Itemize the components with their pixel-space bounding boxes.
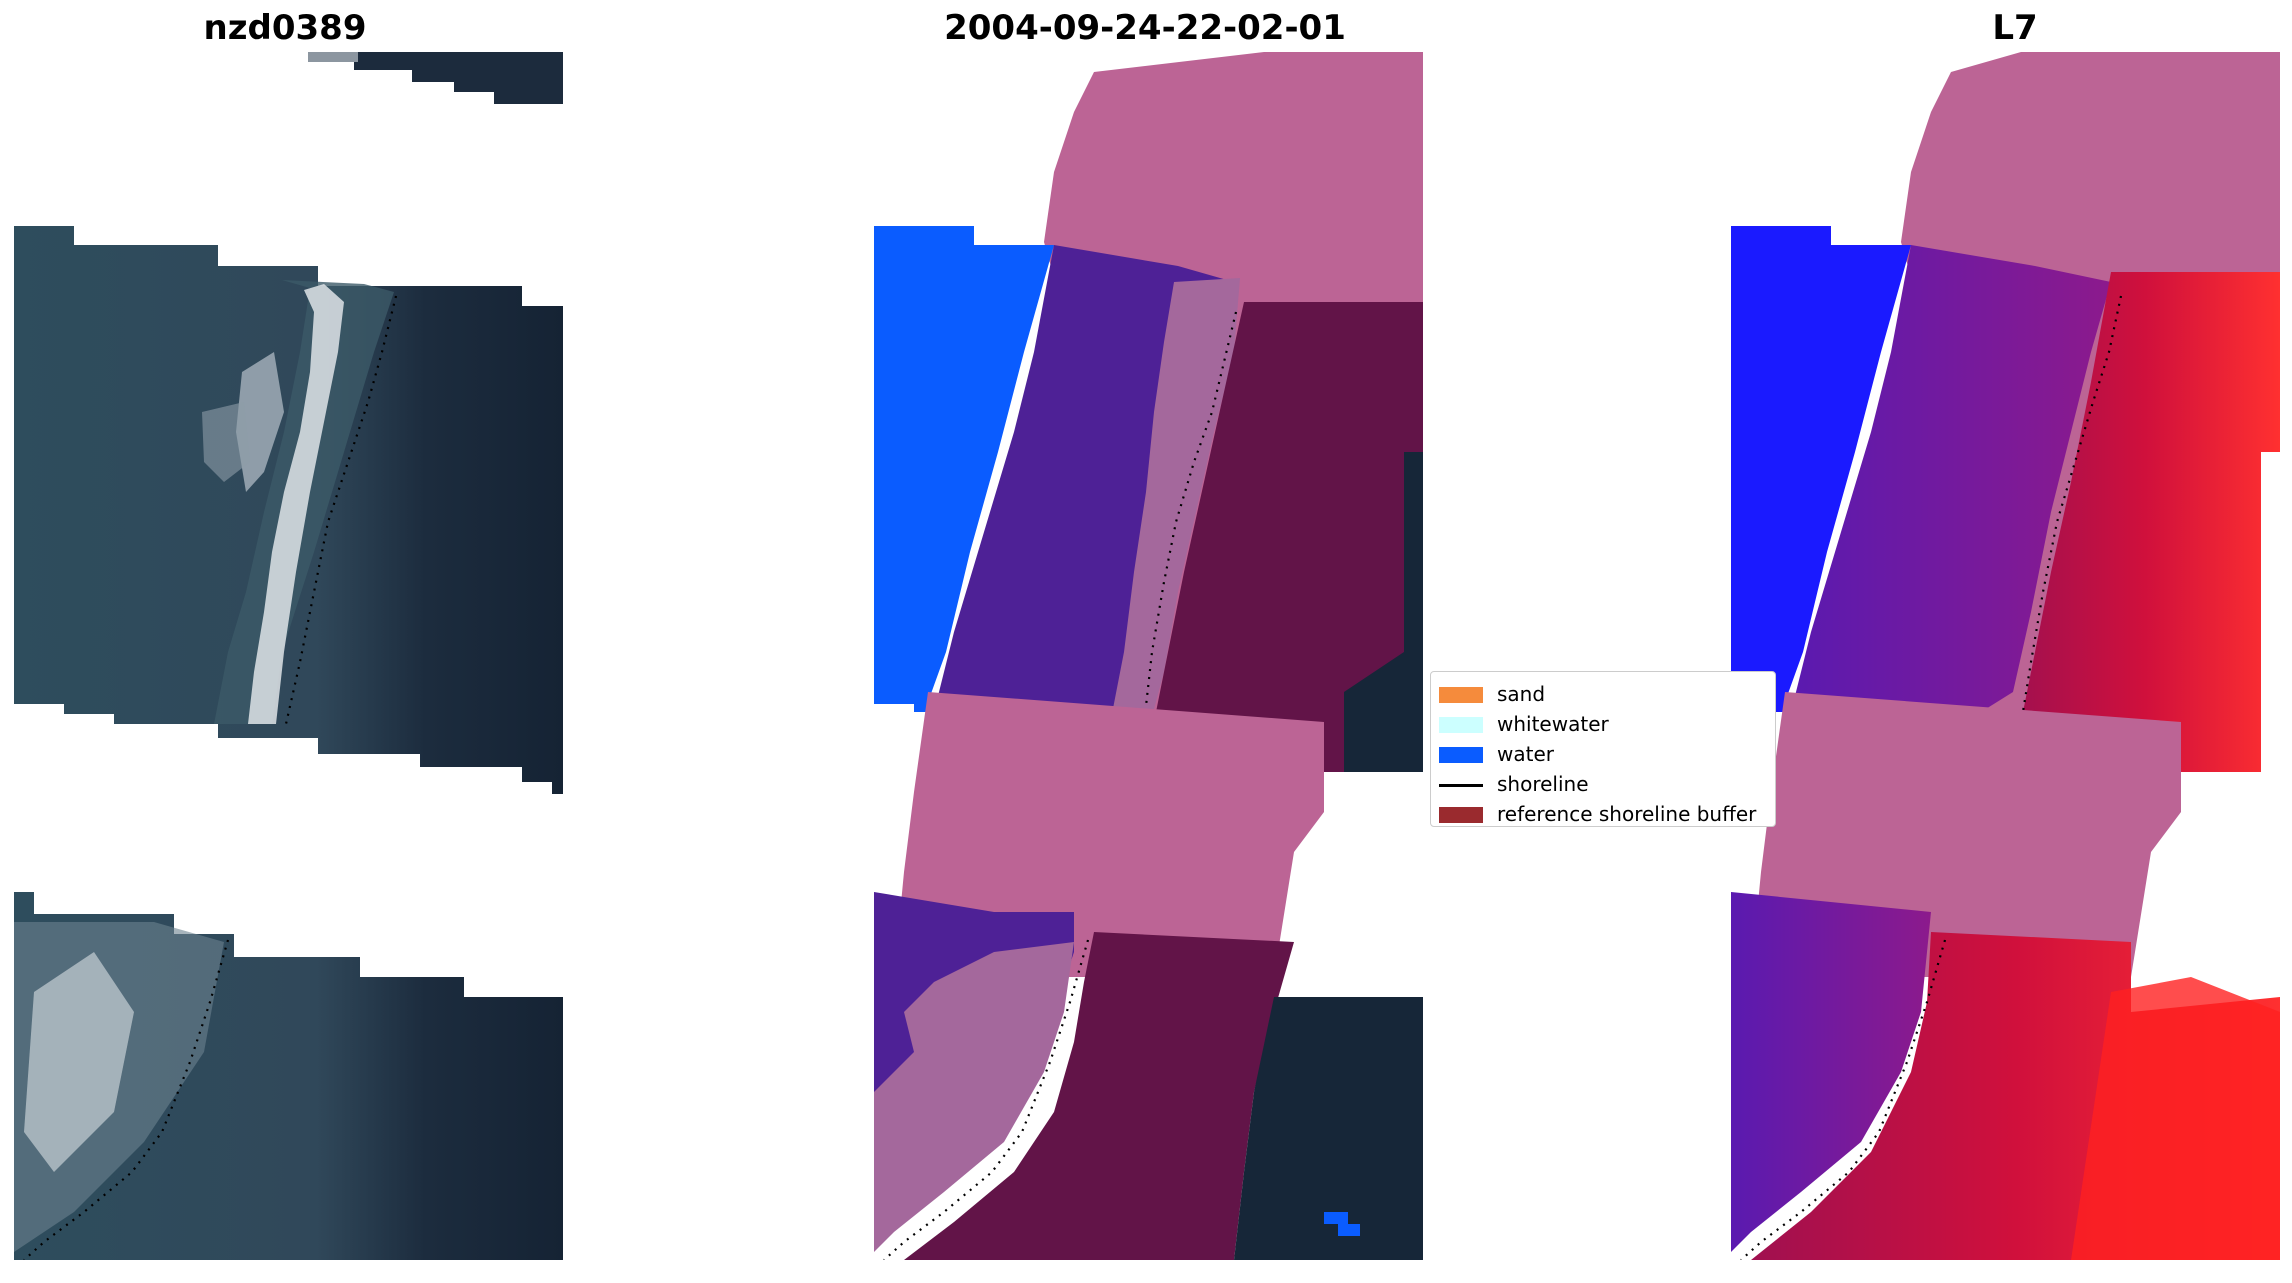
title-date: 2004-09-24-22-02-01 (944, 8, 1346, 48)
index-panel (1731, 52, 2280, 1260)
legend-item-water: water (1431, 740, 1775, 770)
legend-label-whitewater: whitewater (1497, 712, 1609, 736)
rgb-image (14, 52, 563, 1260)
index-image (1731, 52, 2280, 1260)
legend-label-water: water (1497, 742, 1554, 766)
legend-line-shoreline (1439, 784, 1483, 787)
buffer-lower (894, 692, 1324, 977)
index-purple-upper (1791, 245, 2111, 712)
mauve-class-lower (874, 942, 1074, 1252)
legend-swatch-sand (1439, 687, 1483, 703)
legend-item-whitewater: whitewater (1431, 710, 1775, 740)
rgb-image-panel (14, 52, 563, 1260)
legend-item-buffer: reference shoreline buffer (1431, 800, 1775, 830)
index-water-upper (1731, 226, 1911, 712)
legend-swatch-whitewater (1439, 717, 1483, 733)
rgb-breaker-white (248, 284, 344, 724)
legend-label-shoreline: shoreline (1497, 772, 1589, 796)
title-satellite: L7 (1992, 8, 2038, 48)
classification-image (874, 52, 1423, 1260)
legend-label-sand: sand (1497, 682, 1546, 706)
legend-item-shoreline: shoreline (1431, 770, 1775, 800)
rgb-top-strip (308, 52, 563, 104)
mauve-class-upper (1110, 278, 1240, 724)
purple-class-upper (934, 245, 1234, 712)
dark-ocean-class-lower (904, 932, 1294, 1260)
water-region-upper (874, 226, 1054, 712)
classification-panel (874, 52, 1423, 1260)
legend: sand whitewater water shoreline referenc… (1430, 671, 1776, 827)
dark-ocean-class-upper (1144, 302, 1423, 772)
legend-item-sand: sand (1431, 680, 1775, 710)
index-red-upper (2011, 272, 2280, 772)
index-purple-lower (1731, 892, 1931, 1252)
legend-swatch-buffer (1439, 807, 1483, 823)
legend-swatch-water (1439, 747, 1483, 763)
title-rgb: nzd0389 (203, 8, 367, 48)
legend-label-buffer: reference shoreline buffer (1497, 802, 1757, 826)
